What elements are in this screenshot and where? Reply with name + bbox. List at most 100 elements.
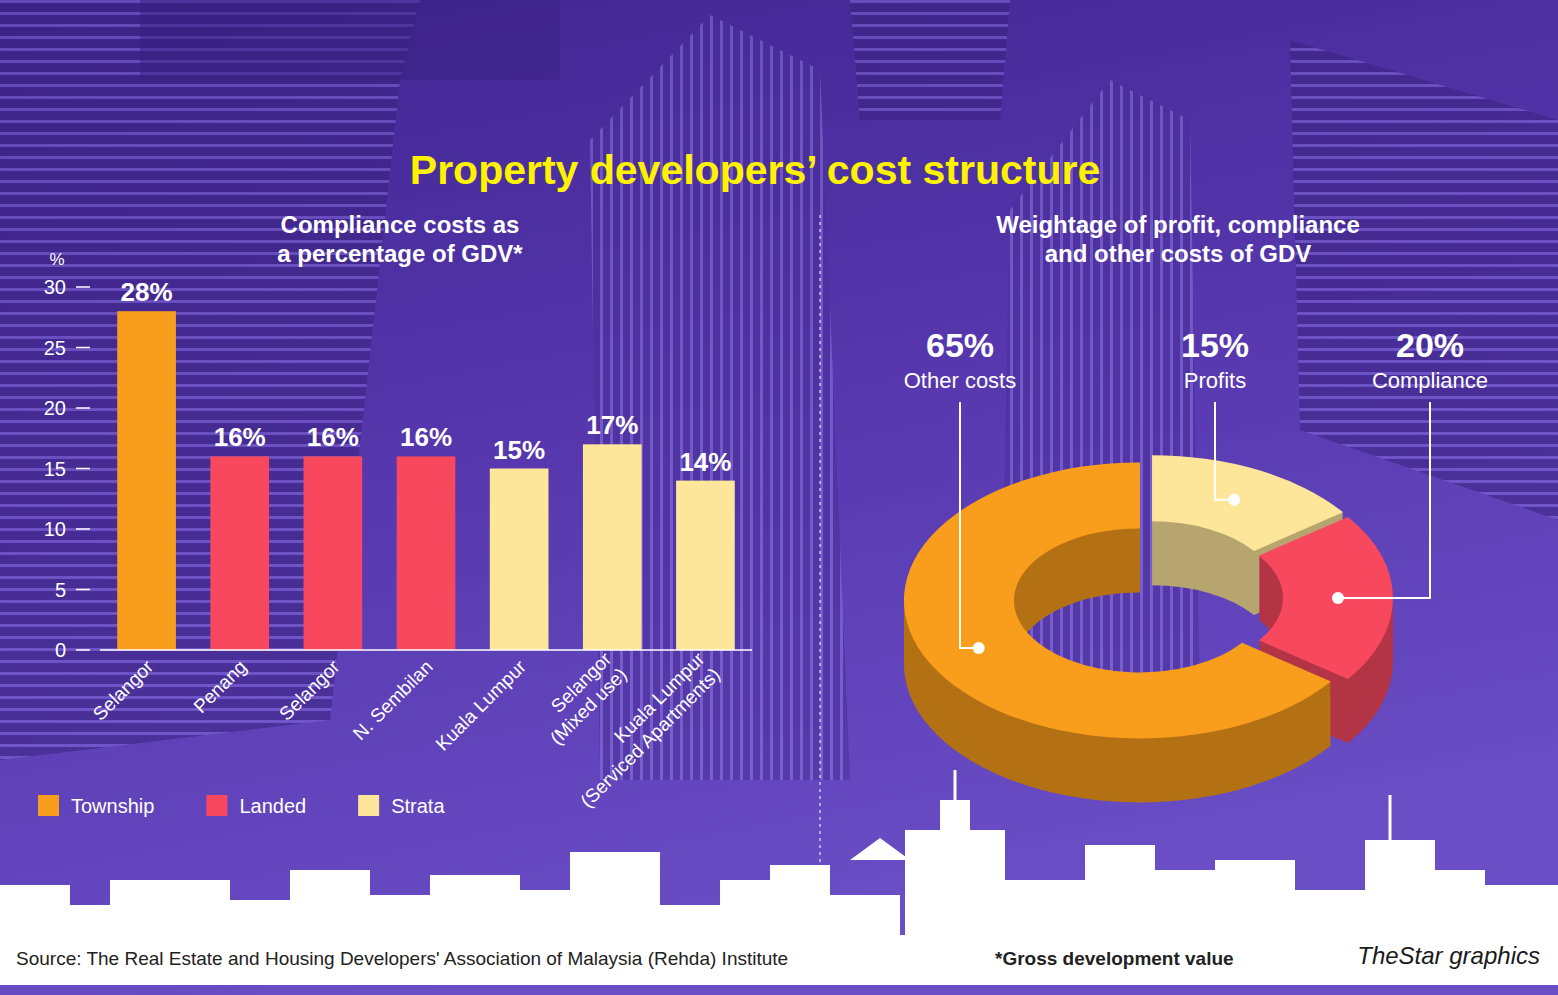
label-line: Selangor — [275, 656, 344, 725]
legend-label: Landed — [239, 795, 306, 817]
footer-band — [0, 935, 1558, 985]
data-label: 14% — [679, 447, 731, 477]
y-tick-label: 0 — [55, 639, 66, 661]
donut-labels: 65% Other costs 15% Profits 20% Compliance — [904, 326, 1488, 654]
y-tick — [76, 407, 90, 409]
bar — [676, 481, 735, 650]
skyline-building — [1215, 860, 1295, 940]
legend: Township Landed Strata — [38, 795, 445, 817]
skyline-building — [1005, 880, 1085, 940]
skyline-roof — [850, 838, 910, 860]
x-tick-label: Selangor — [89, 656, 158, 725]
data-label: 28% — [121, 277, 173, 307]
y-tick-label: 10 — [44, 518, 66, 540]
title-line: and other costs of GDV — [1045, 240, 1312, 267]
skyline-building — [370, 895, 430, 940]
chart-title: Weightage of profit, complianceand other… — [996, 211, 1360, 267]
leader-line — [960, 402, 979, 648]
donut-tops — [904, 455, 1393, 738]
skyline-building — [660, 905, 720, 940]
leader-line — [1338, 402, 1430, 598]
y-tick-label: 25 — [44, 337, 66, 359]
skyline-building — [520, 890, 570, 940]
y-tick — [76, 589, 90, 591]
skyline — [0, 770, 1558, 940]
leader-dot — [973, 642, 985, 654]
building — [140, 0, 560, 80]
leader-dot — [1332, 592, 1344, 604]
building — [850, 0, 1010, 120]
building — [0, 0, 420, 760]
slice-label: Other costs — [904, 368, 1016, 393]
skyline-building — [770, 865, 830, 940]
skyline-building — [290, 870, 370, 940]
skyline-building — [570, 852, 660, 940]
y-tick-label: 5 — [55, 579, 66, 601]
y-tick — [76, 347, 90, 349]
divider — [819, 215, 820, 925]
title-line: a percentage of GDV* — [277, 240, 523, 267]
data-label: 15% — [493, 435, 545, 465]
credit: TheStar graphics — [1357, 942, 1540, 969]
bar — [304, 456, 363, 650]
skyline-building — [430, 875, 520, 940]
skyline-building — [720, 880, 770, 940]
chart-title: Compliance costs asa percentage of GDV* — [277, 211, 523, 267]
donut-sides — [904, 456, 1393, 802]
bars — [117, 311, 735, 650]
legend-swatch — [206, 795, 227, 816]
data-label: 17% — [586, 410, 638, 440]
data-label: 20% — [1396, 326, 1464, 364]
bar-chart: % 0 5 10 15 20 25 30 28% 16% 16% 16% 15% 17% 14% Selang… — [44, 250, 752, 812]
main-title: Property developers’ cost structure — [410, 147, 1100, 193]
legend-swatch — [358, 795, 379, 816]
slice-label: Profits — [1184, 368, 1246, 393]
skyline-building — [110, 880, 230, 940]
label-line: Kuala Lumpur — [431, 656, 530, 755]
buildings-decor — [0, 0, 1558, 780]
slice-label: Compliance — [1372, 368, 1488, 393]
bar — [210, 456, 269, 650]
legend-label: Strata — [391, 795, 445, 817]
skyline-spire — [1389, 795, 1392, 840]
title-line: Weightage of profit, compliance — [996, 211, 1360, 238]
y-tick — [76, 468, 90, 470]
data-label: 16% — [400, 422, 452, 452]
data-label: 15% — [1181, 326, 1249, 364]
x-tick-label: N. Sembilan — [349, 656, 437, 744]
skyline-building — [1295, 890, 1365, 940]
x-axis-line — [100, 649, 752, 651]
stage: Property developers’ cost structure Compl… — [0, 0, 1558, 995]
y-tick — [76, 649, 90, 651]
y-tick-label: 20 — [44, 397, 66, 419]
skyline-spire — [954, 770, 957, 800]
y-axis-label: % — [49, 250, 64, 269]
donut-chart — [904, 455, 1393, 802]
legend-label: Township — [71, 795, 154, 817]
label-line: Selangor — [89, 656, 158, 725]
building — [590, 15, 850, 780]
skyline-building — [1435, 870, 1485, 940]
leader-dot — [1228, 494, 1240, 506]
x-tick-label: Kuala Lumpur — [431, 656, 530, 755]
data-label: 65% — [926, 326, 994, 364]
legend-swatch — [38, 795, 59, 816]
footnote: *Gross development value — [995, 948, 1234, 969]
x-tick-label: Kuala Lumpur(Serviced Apartments) — [561, 648, 725, 812]
bar-labels: 28% 16% 16% 16% 15% 17% 14% — [121, 277, 732, 476]
bar — [117, 311, 176, 650]
background — [0, 0, 1558, 995]
skyline-building — [230, 900, 290, 940]
skyline-building — [1155, 870, 1215, 940]
x-tick-label: Selangor — [275, 656, 344, 725]
skyline-building — [1085, 845, 1155, 940]
label-line: (Serviced Apartments) — [576, 664, 724, 812]
bar — [490, 469, 549, 651]
label-line: Penang — [189, 656, 250, 717]
data-label: 16% — [307, 422, 359, 452]
skyline-building — [940, 800, 970, 940]
data-label: 16% — [214, 422, 266, 452]
y-tick-label: 30 — [44, 276, 66, 298]
y-tick-label: 15 — [44, 458, 66, 480]
skyline-building — [0, 885, 70, 940]
